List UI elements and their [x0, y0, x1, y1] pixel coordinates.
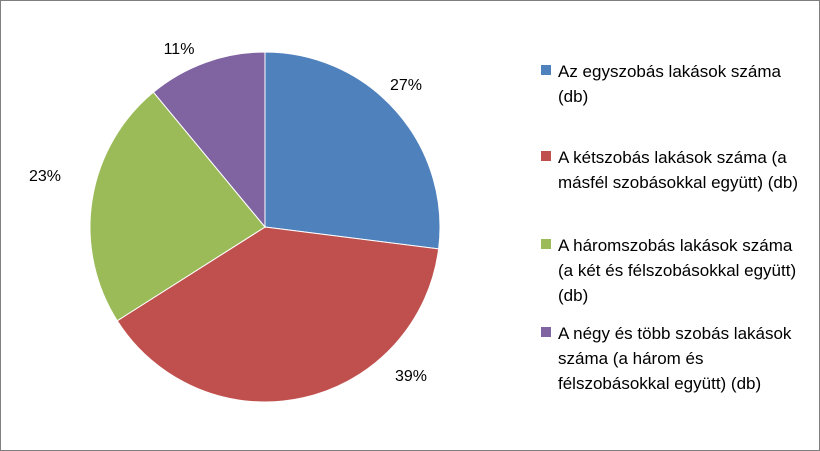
legend-item-3: A háromszobás lakások száma (a két és fé…: [541, 233, 803, 308]
legend-item-2: A kétszobás lakások száma (a másfél szob…: [541, 145, 803, 195]
pie-label-2: 39%: [395, 368, 427, 385]
pie-label-4: 11%: [164, 41, 195, 58]
legend-swatch-3: [541, 239, 551, 249]
pie-slice-2: [116, 226, 440, 403]
pie-label-3: 23%: [29, 168, 61, 185]
pie-slice-1: [264, 51, 441, 250]
pie-slice-4: [152, 51, 266, 229]
legend-item-1: Az egyszobás lakások száma (db): [541, 59, 803, 109]
legend-label-2: A kétszobás lakások száma (a másfél szob…: [558, 148, 798, 192]
pie-label-1: 27%: [390, 77, 422, 94]
legend-label-4: A négy és több szobás lakások száma (a h…: [558, 324, 792, 393]
legend-swatch-1: [541, 65, 551, 75]
pie-slice-3: [89, 91, 266, 322]
legend-label-1: Az egyszobás lakások száma (db): [558, 62, 781, 106]
legend-swatch-4: [541, 327, 551, 337]
legend-item-4: A négy és több szobás lakások száma (a h…: [541, 321, 803, 396]
legend-swatch-2: [541, 151, 551, 161]
legend-label-3: A háromszobás lakások száma (a két és fé…: [558, 236, 797, 305]
